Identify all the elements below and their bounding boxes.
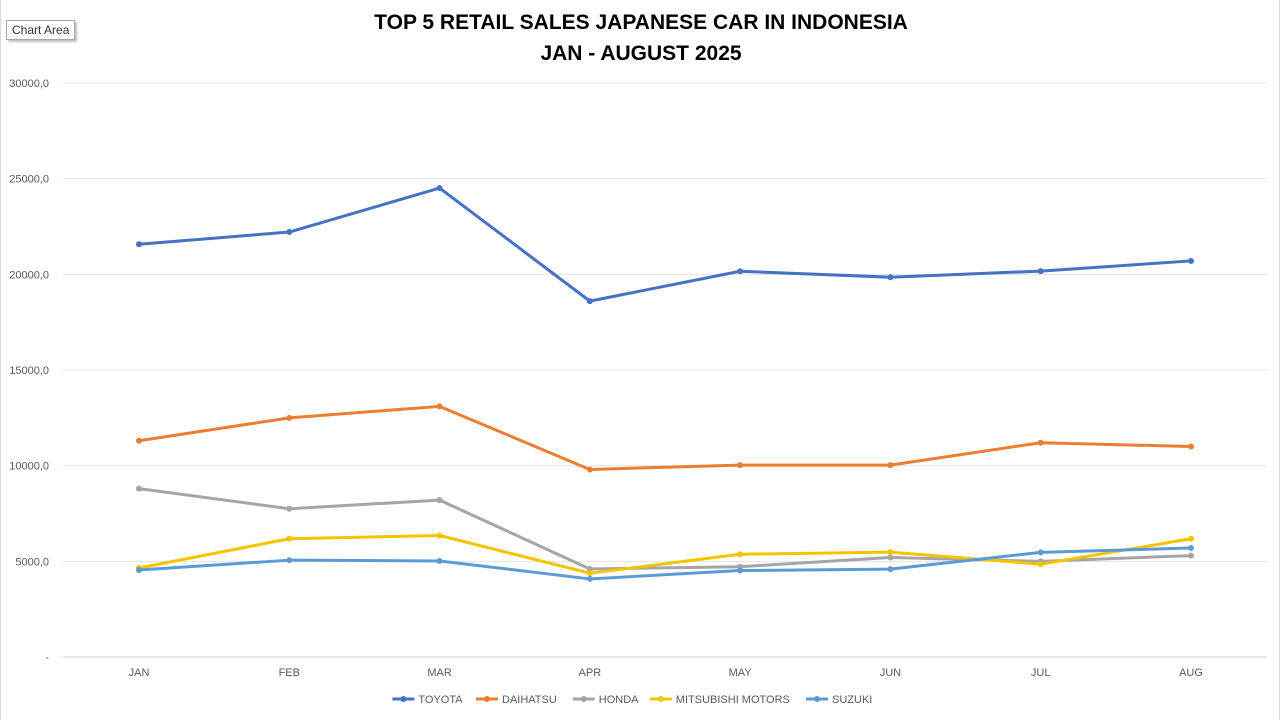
data-point[interactable] <box>436 185 443 192</box>
series-toyota[interactable] <box>136 185 1194 305</box>
y-tick-label: 15000,0 <box>9 365 49 377</box>
data-point[interactable] <box>1188 544 1194 551</box>
data-point[interactable] <box>1037 549 1044 556</box>
legend-label: TOYOTA <box>418 694 463 706</box>
data-point[interactable] <box>286 414 293 421</box>
y-tick-label: 20000,0 <box>9 269 49 281</box>
data-point[interactable] <box>436 403 443 410</box>
legend-marker <box>657 696 664 702</box>
x-tick-label: MAR <box>427 667 452 679</box>
series-suzuki[interactable] <box>136 544 1194 582</box>
y-tick-label: 25000,0 <box>9 174 49 186</box>
data-point[interactable] <box>586 575 593 582</box>
legend-label: HONDA <box>599 694 639 706</box>
data-point[interactable] <box>436 532 443 539</box>
series-line[interactable] <box>137 534 1193 575</box>
x-tick-label: JAN <box>129 667 150 679</box>
series-line[interactable] <box>137 186 1193 303</box>
series-lines <box>136 185 1194 582</box>
data-point[interactable] <box>887 549 894 556</box>
data-point[interactable] <box>286 557 293 564</box>
legend: TOYOTA DAIHATSU HONDA MITSUBISHI MOTORS SUZU… <box>392 694 872 706</box>
data-point[interactable] <box>1037 561 1044 568</box>
data-point[interactable] <box>1037 268 1044 275</box>
y-axis: - 5000,0 10000,0 15000,0 20000,0 25000,0 30000… <box>9 78 49 664</box>
legend-marker <box>814 696 820 702</box>
data-point[interactable] <box>1037 439 1044 446</box>
data-point[interactable] <box>586 565 593 572</box>
data-point[interactable] <box>286 229 293 236</box>
legend-item-daihatsu[interactable]: DAIHATSU <box>476 694 557 706</box>
legend-marker <box>484 696 490 702</box>
x-tick-label: JUL <box>1031 667 1051 679</box>
data-point[interactable] <box>286 535 293 542</box>
data-point[interactable] <box>136 566 142 573</box>
y-tick-label: 10000,0 <box>9 461 49 473</box>
y-tick-label: - <box>45 652 49 664</box>
y-tick-label: 30000,0 <box>9 78 49 90</box>
x-axis: JAN FEB MAR APR MAY JUN JUL AUG <box>129 667 1203 679</box>
data-point[interactable] <box>887 462 894 469</box>
series-line[interactable] <box>137 487 1193 571</box>
data-point[interactable] <box>136 485 142 492</box>
data-point[interactable] <box>737 462 744 469</box>
data-point[interactable] <box>136 437 142 444</box>
chart-title-line-1: TOP 5 RETAIL SALES JAPANESE CAR IN INDON… <box>374 11 908 34</box>
legend-item-suzuki[interactable]: SUZUKI <box>806 694 872 706</box>
legend-label: DAIHATSU <box>502 694 557 706</box>
series-line[interactable] <box>137 546 1193 581</box>
data-point[interactable] <box>887 554 894 561</box>
data-point[interactable] <box>436 497 443 504</box>
chart-area-tooltip: Chart Area <box>6 20 76 40</box>
x-tick-label: JUN <box>880 667 901 679</box>
x-tick-label: AUG <box>1179 667 1203 679</box>
legend-label: MITSUBISHI MOTORS <box>676 694 790 706</box>
data-point[interactable] <box>737 268 744 275</box>
y-tick-label: 5000,0 <box>15 556 49 568</box>
data-point[interactable] <box>136 241 142 248</box>
data-point[interactable] <box>586 466 593 473</box>
chart-title-line-2: JAN - AUGUST 2025 <box>540 42 742 65</box>
data-point[interactable] <box>1188 443 1194 450</box>
legend-item-toyota[interactable]: TOYOTA <box>392 694 463 706</box>
data-point[interactable] <box>1188 257 1194 264</box>
x-tick-label: MAY <box>729 667 753 679</box>
data-point[interactable] <box>1188 552 1194 559</box>
data-point[interactable] <box>1188 535 1194 542</box>
gridlines <box>63 82 1267 658</box>
legend-marker <box>580 696 587 702</box>
legend-item-honda[interactable]: HONDA <box>572 694 639 706</box>
legend-item-mitsubishi-motors[interactable]: MITSUBISHI MOTORS <box>649 694 790 706</box>
x-tick-label: FEB <box>279 667 300 679</box>
data-point[interactable] <box>436 557 443 564</box>
data-point[interactable] <box>887 566 894 573</box>
legend-marker <box>400 696 407 702</box>
series-line[interactable] <box>137 404 1193 471</box>
data-point[interactable] <box>586 298 593 305</box>
data-point[interactable] <box>737 567 744 574</box>
x-tick-label: APR <box>579 667 602 679</box>
data-point[interactable] <box>586 570 593 577</box>
data-point[interactable] <box>887 274 894 281</box>
legend-label: SUZUKI <box>832 694 872 706</box>
data-point[interactable] <box>737 551 744 558</box>
data-point[interactable] <box>286 505 293 512</box>
series-daihatsu[interactable] <box>136 403 1194 473</box>
